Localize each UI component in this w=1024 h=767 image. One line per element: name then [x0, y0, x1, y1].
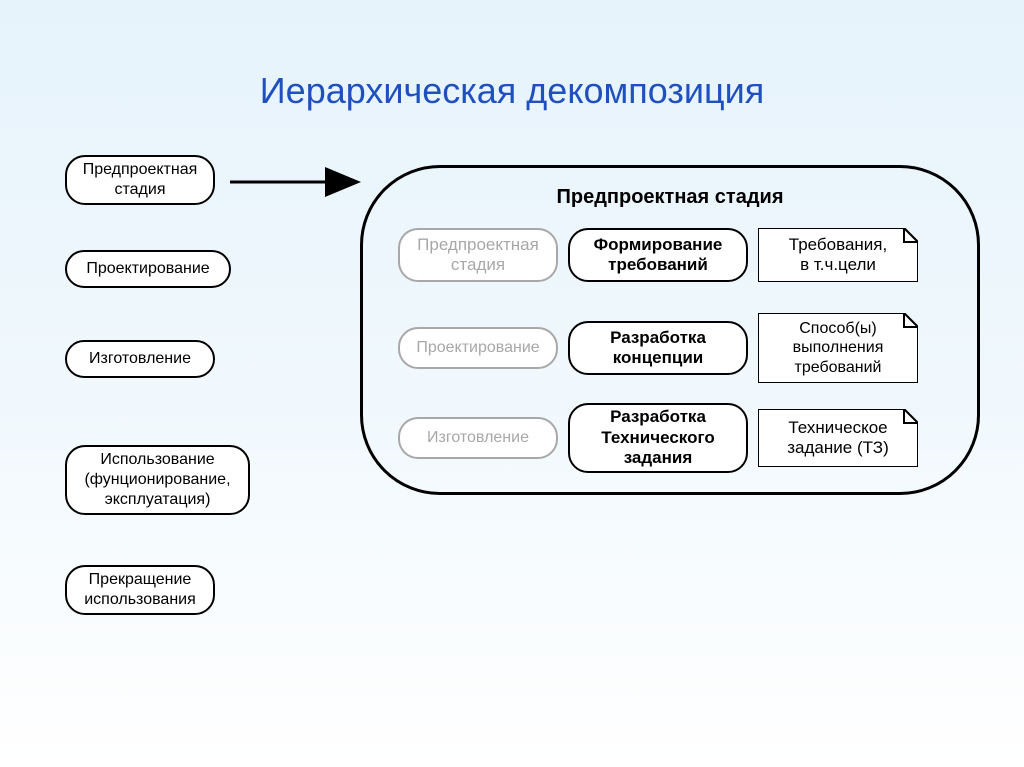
activity-2: РазработкаТехническогозадания	[568, 403, 748, 473]
faded-stage-0: Предпроектнаястадия	[398, 228, 558, 282]
left-stage-0: Предпроектнаястадия	[65, 155, 215, 205]
container-row-0: ПредпроектнаястадияФормированиетребовани…	[398, 228, 957, 282]
left-stage-1: Проектирование	[65, 250, 231, 288]
decomposition-container: Предпроектная стадия Предпроектнаястадия…	[360, 165, 980, 495]
artifact-0: Требования,в т.ч.цели	[758, 228, 918, 282]
faded-stage-2: Изготовление	[398, 417, 558, 459]
left-stage-4: Прекращениеиспользования	[65, 565, 215, 615]
activity-1: Разработкаконцепции	[568, 321, 748, 375]
page-title: Иерархическая декомпозиция	[0, 70, 1024, 112]
left-stage-3: Использование(фунционирование,эксплуатац…	[65, 445, 250, 515]
faded-stage-1: Проектирование	[398, 327, 558, 369]
activity-0: Формированиетребований	[568, 228, 748, 282]
container-title: Предпроектная стадия	[363, 186, 977, 209]
container-row-1: ПроектированиеРазработкаконцепции Способ…	[398, 313, 957, 383]
container-row-2: ИзготовлениеРазработкаТехническогозадани…	[398, 403, 957, 473]
artifact-2: Техническоезадание (ТЗ)	[758, 409, 918, 467]
artifact-1: Способ(ы)выполнениятребований	[758, 313, 918, 383]
left-stage-2: Изготовление	[65, 340, 215, 378]
